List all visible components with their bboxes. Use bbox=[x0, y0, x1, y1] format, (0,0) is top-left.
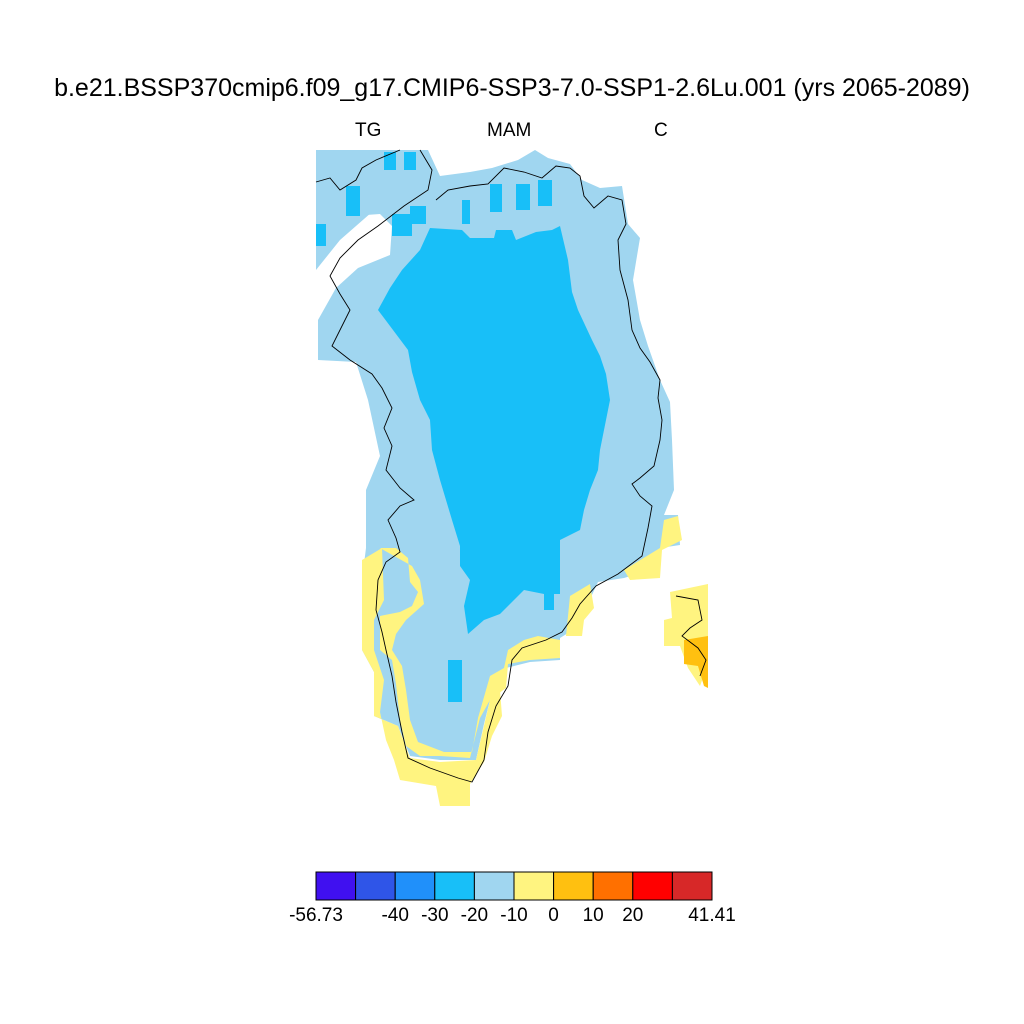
colorbar bbox=[315, 871, 713, 901]
south-coast-region bbox=[380, 548, 560, 758]
units-label: C bbox=[654, 120, 668, 141]
colorbar-swatch bbox=[355, 871, 396, 901]
colorbar-swatch bbox=[473, 871, 515, 901]
coastline bbox=[315, 149, 707, 783]
colorbar-swatch bbox=[394, 871, 436, 901]
colorbar-swatch bbox=[592, 871, 634, 901]
nw-patch-3 bbox=[384, 152, 396, 170]
colorbar-tick-label: 20 bbox=[622, 905, 644, 926]
plot-title: b.e21.BSSP370cmip6.f09_g17.CMIP6-SSP3-7.… bbox=[54, 74, 970, 102]
iceland-warm-patch bbox=[684, 636, 708, 688]
north-patch-4 bbox=[462, 200, 470, 224]
colorbar-swatch bbox=[632, 871, 673, 901]
colorbar-tick-label: -20 bbox=[460, 905, 489, 926]
colorbar-swatch bbox=[434, 871, 475, 901]
north-patch-2 bbox=[516, 184, 530, 210]
nw-strip-region bbox=[316, 152, 418, 270]
colorbar-tick-label: -56.73 bbox=[289, 905, 343, 926]
interior-region bbox=[378, 226, 610, 634]
colorbar-tick-label: 10 bbox=[582, 905, 604, 926]
east-coast-yellow bbox=[624, 516, 682, 580]
north-patch-5 bbox=[392, 214, 412, 236]
nw-patch-4 bbox=[404, 152, 416, 170]
colorbar-swatch bbox=[671, 871, 713, 901]
north-patch-6 bbox=[410, 206, 426, 224]
colorbar-tick-label: 41.41 bbox=[688, 905, 736, 926]
colorbar-swatch bbox=[553, 871, 594, 901]
season-label: MAM bbox=[487, 120, 532, 141]
nw-patch-2 bbox=[346, 186, 360, 216]
colorbar-swatch bbox=[315, 871, 357, 901]
south-patch-2 bbox=[544, 582, 554, 610]
colorbar-tick-label: 0 bbox=[548, 905, 559, 926]
colorbar-tick-label: -10 bbox=[500, 905, 528, 926]
north-patch-1 bbox=[490, 184, 502, 212]
north-patch-3 bbox=[538, 180, 552, 206]
south-patch-1 bbox=[448, 660, 462, 702]
colorbar-swatch bbox=[513, 871, 555, 901]
colorbar-tick-label: -30 bbox=[421, 905, 449, 926]
variable-label: TG bbox=[355, 120, 382, 141]
colorbar-tick-label: -40 bbox=[381, 905, 409, 926]
nw-patch-1 bbox=[316, 224, 326, 246]
se-coast-yellow bbox=[566, 584, 594, 636]
south-tip-region bbox=[362, 548, 502, 806]
